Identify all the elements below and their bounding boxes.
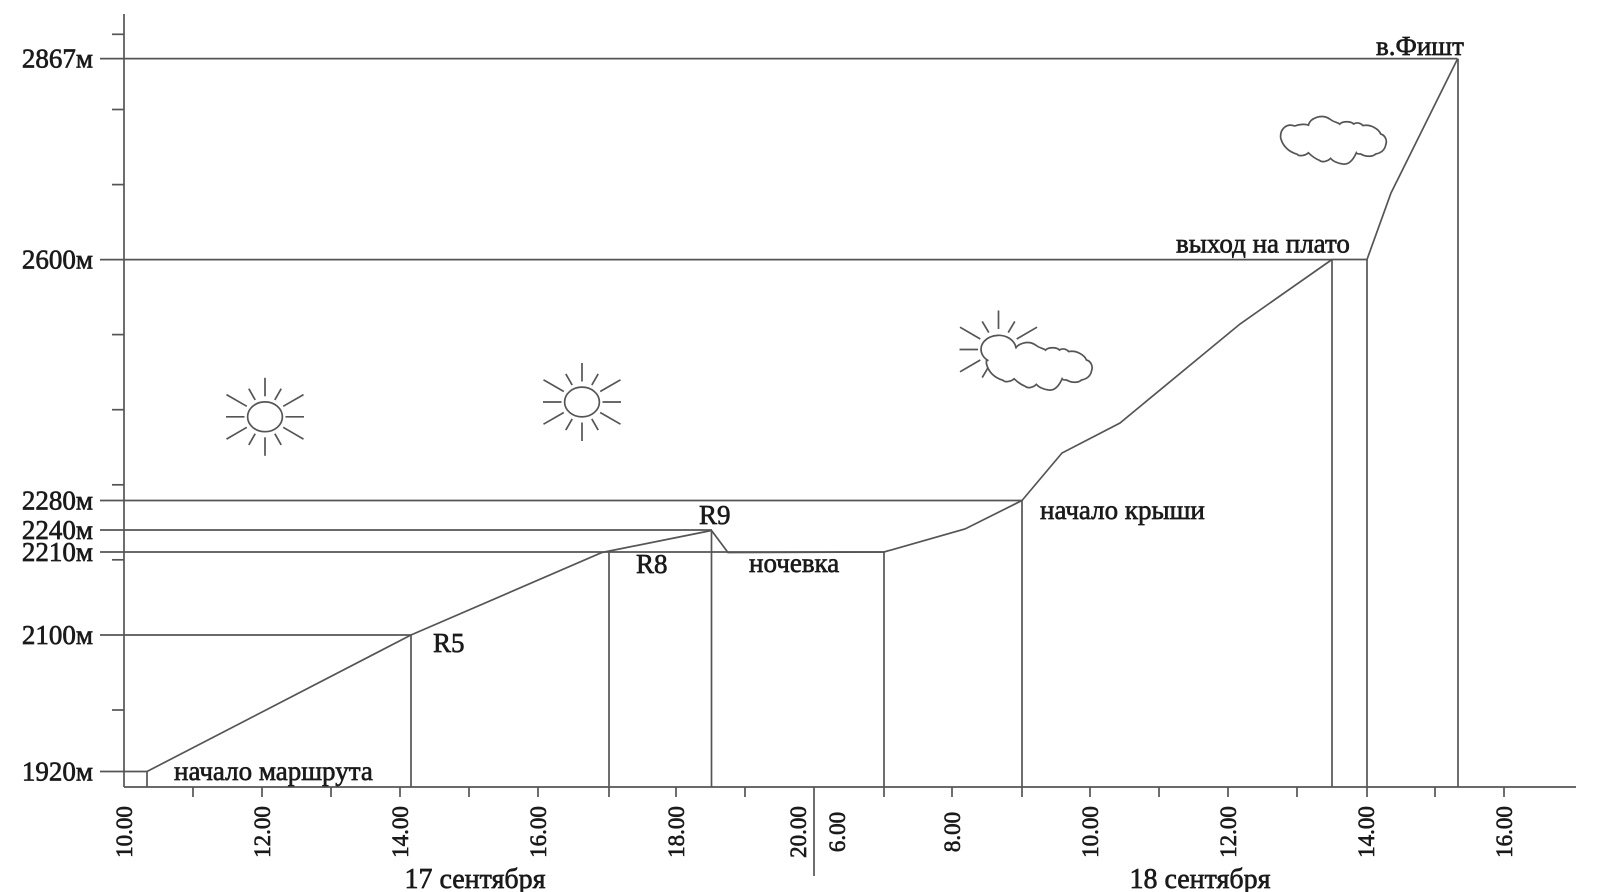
svg-text:R9: R9 — [699, 500, 731, 530]
svg-text:20.00: 20.00 — [786, 806, 811, 858]
svg-text:R8: R8 — [636, 549, 668, 579]
svg-text:начало крыши: начало крыши — [1040, 495, 1205, 525]
svg-text:12.00: 12.00 — [250, 806, 275, 858]
svg-text:2280м: 2280м — [22, 486, 93, 516]
svg-text:начало маршрута: начало маршрута — [174, 756, 373, 786]
svg-text:2240м: 2240м — [22, 515, 93, 545]
svg-text:17 сентября: 17 сентября — [404, 864, 545, 892]
svg-text:8.00: 8.00 — [940, 812, 965, 852]
svg-text:16.00: 16.00 — [526, 806, 551, 858]
svg-text:6.00: 6.00 — [825, 812, 850, 852]
svg-text:в.Фишт: в.Фишт — [1376, 31, 1464, 61]
svg-text:2600м: 2600м — [22, 245, 93, 275]
svg-text:2210м: 2210м — [22, 537, 93, 567]
svg-text:10.00: 10.00 — [1078, 806, 1103, 858]
svg-text:выход на плато: выход на плато — [1176, 229, 1350, 259]
svg-text:R5: R5 — [433, 628, 465, 658]
svg-text:2867м: 2867м — [22, 44, 93, 74]
svg-text:14.00: 14.00 — [388, 806, 413, 858]
svg-text:ночевка: ночевка — [749, 548, 839, 578]
svg-text:1920м: 1920м — [22, 757, 93, 787]
svg-text:16.00: 16.00 — [1492, 806, 1517, 858]
svg-text:12.00: 12.00 — [1216, 806, 1241, 858]
svg-text:14.00: 14.00 — [1354, 806, 1379, 858]
svg-text:10.00: 10.00 — [112, 806, 137, 858]
svg-text:18.00: 18.00 — [664, 806, 689, 858]
svg-text:18 сентября: 18 сентября — [1129, 864, 1270, 892]
svg-text:2100м: 2100м — [22, 620, 93, 650]
